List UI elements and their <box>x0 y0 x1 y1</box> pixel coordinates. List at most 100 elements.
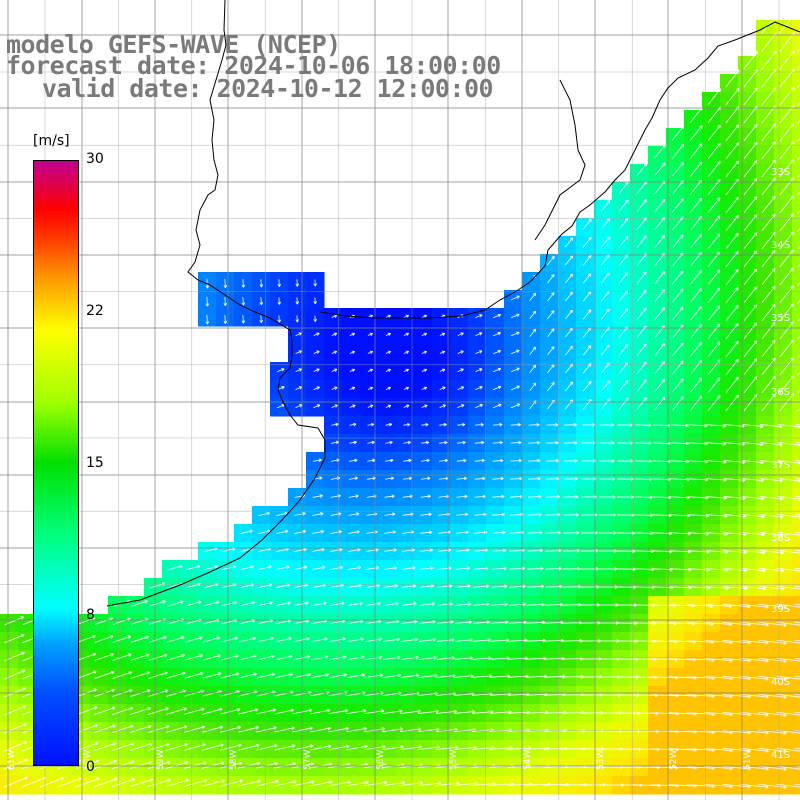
wind-arrow-head <box>606 362 610 365</box>
wind-arrow-head <box>772 304 776 306</box>
wind-arrow-head <box>772 339 776 342</box>
wind-arrow-head <box>430 566 434 569</box>
wind-arrow <box>402 513 414 516</box>
wind-arrow <box>474 442 485 444</box>
wind-arrow-head <box>462 422 466 425</box>
wind-arrow <box>618 362 629 374</box>
wind-arrow-head <box>774 268 776 272</box>
wind-arrow-head <box>792 141 795 145</box>
wind-arrow <box>741 496 765 500</box>
wind-arrow-head <box>680 234 684 237</box>
wind-arrow-head <box>522 585 526 589</box>
wind-speed-cell <box>792 344 800 363</box>
wind-arrow <box>206 296 208 307</box>
wind-arrow <box>779 321 794 340</box>
wind-arrow-head <box>742 480 746 482</box>
wind-arrow-head <box>354 476 358 479</box>
wind-arrow-head <box>755 340 758 344</box>
wind-arrow-head <box>267 529 271 532</box>
wind-arrow <box>260 315 262 323</box>
wind-arrow-head <box>391 495 395 499</box>
wind-arrow-head <box>754 142 758 144</box>
wind-arrow <box>761 357 776 376</box>
wind-arrow-head <box>519 476 523 479</box>
wind-arrow-head <box>334 369 338 372</box>
wind-arrow <box>777 477 800 482</box>
wind-arrow-head <box>716 341 720 344</box>
wind-arrow <box>384 531 396 534</box>
wind-arrow-head <box>268 565 272 568</box>
wind-speed-cell <box>792 218 800 237</box>
wind-arrow-head <box>753 250 757 253</box>
wind-arrow <box>725 233 739 249</box>
wind-arrow <box>457 386 464 390</box>
wind-arrow-head <box>631 531 635 534</box>
wind-arrow-head <box>537 476 541 479</box>
wind-arrow <box>777 495 800 500</box>
wind-arrow <box>510 349 520 355</box>
wind-arrow-head <box>663 289 665 293</box>
wind-arrow-head <box>319 477 323 480</box>
wind-arrow-head <box>389 440 393 443</box>
wind-arrow-head <box>774 376 776 380</box>
wind-arrow-head <box>606 398 610 401</box>
wind-arrow-head <box>735 251 739 253</box>
wind-arrow-head <box>718 323 721 327</box>
wind-arrow-head <box>299 368 303 372</box>
wind-arrow <box>510 478 523 480</box>
wind-arrow-head <box>569 309 573 312</box>
wind-arrow-head <box>589 291 592 295</box>
wind-arrow <box>690 377 702 393</box>
wind-arrow-head <box>551 292 555 295</box>
latitude-label: 33S <box>771 167 790 178</box>
wind-arrow <box>670 532 691 535</box>
wind-arrow-head <box>663 343 665 347</box>
wind-arrow <box>348 477 358 480</box>
wind-arrow <box>455 585 471 588</box>
wind-arrow-head <box>791 86 795 89</box>
wind-arrow-head <box>357 549 361 552</box>
wind-arrow-head <box>755 268 757 272</box>
wind-arrow-head <box>302 512 306 516</box>
wind-arrow-head <box>797 444 800 447</box>
wind-arrow-head <box>772 195 776 198</box>
wind-arrow <box>708 341 721 357</box>
wind-arrow-head <box>352 387 356 390</box>
wind-arrow-head <box>588 255 592 257</box>
wind-arrow <box>672 378 684 393</box>
wind-arrow-head <box>576 550 580 553</box>
wind-arrow-head <box>286 566 290 570</box>
wind-arrow-head <box>569 273 573 276</box>
wind-arrow <box>367 459 376 462</box>
wind-arrow-head <box>753 160 758 163</box>
wind-arrow-head <box>725 551 729 554</box>
wind-arrow-head <box>553 256 555 260</box>
wind-arrow <box>743 69 758 88</box>
wind-arrow-head <box>502 531 506 535</box>
wind-arrow-head <box>780 532 784 536</box>
wind-arrow <box>367 423 374 426</box>
wind-arrow <box>670 442 689 445</box>
wind-arrow <box>276 512 288 516</box>
wind-arrow-head <box>738 88 740 92</box>
wind-arrow-head <box>737 269 739 273</box>
wind-arrow <box>385 423 392 426</box>
wind-arrow-head <box>571 310 573 314</box>
wind-arrow-head <box>250 565 254 567</box>
wind-arrow-head <box>790 339 794 342</box>
wind-arrow <box>529 364 537 374</box>
wind-arrow <box>654 343 665 357</box>
wind-arrow <box>167 565 183 571</box>
wind-arrow-head <box>680 216 684 219</box>
wind-speed-cell <box>792 470 800 489</box>
wind-arrow-head <box>680 342 684 345</box>
wind-arrow-head <box>606 218 610 221</box>
wind-arrow <box>636 217 647 231</box>
wind-arrow-head <box>668 495 672 498</box>
wind-speed-cell <box>792 542 800 561</box>
wind-arrow <box>367 351 373 354</box>
wind-arrow <box>224 314 226 324</box>
wind-arrow <box>240 530 253 535</box>
wind-arrow-head <box>573 424 577 427</box>
wind-arrow-head <box>500 476 504 479</box>
